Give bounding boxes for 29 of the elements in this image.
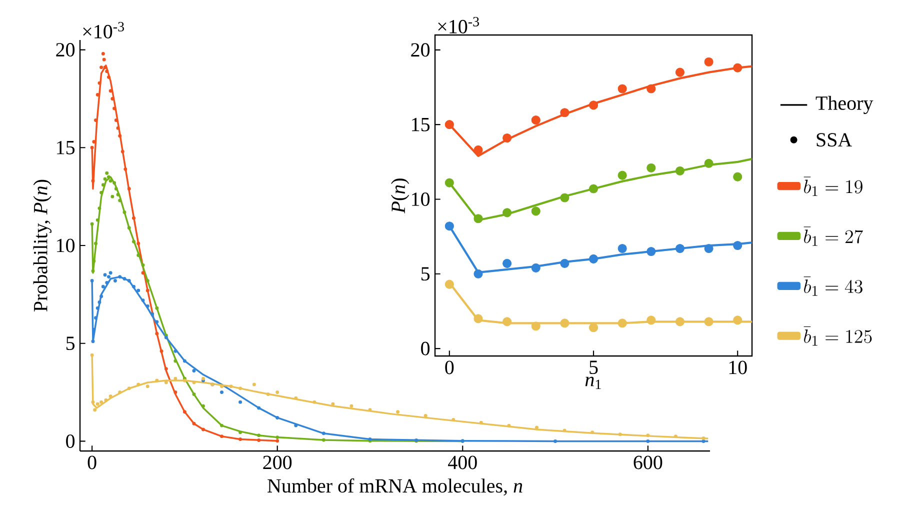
y-axis-title: P(n) xyxy=(391,178,410,214)
x-tick-label: 0 xyxy=(88,456,96,470)
legend-label: $\bar{b}_1 = 27$ xyxy=(804,226,863,246)
y-tick-label: 10 xyxy=(57,238,75,252)
x-axis-title: n$_{1}$ xyxy=(585,376,601,389)
y-tick-label: 0 xyxy=(66,434,75,448)
text: SSA xyxy=(816,133,852,147)
legend-label: $\bar{b}_1 = 125$ xyxy=(804,326,872,346)
x-tick-label: 200 xyxy=(263,456,292,470)
x-tick-label: 5 xyxy=(590,360,598,374)
y-tick-label: 5 xyxy=(421,267,430,281)
y-tick-label: 20 xyxy=(411,43,430,57)
legend-label: $\bar{b}_1 = 43$ xyxy=(804,276,862,296)
y-axis-title: Probability, P(n) xyxy=(33,180,52,312)
x-tick-label: 0 xyxy=(445,360,454,374)
y-tick-label: 15 xyxy=(412,118,430,132)
y-tick-label: 15 xyxy=(57,140,75,154)
text: Theory xyxy=(816,96,874,114)
text: ×10$^{-3}$ xyxy=(438,16,479,34)
x-tick-label: 600 xyxy=(634,456,662,470)
text: ×10$^{-3}$ xyxy=(83,22,124,38)
x-tick-label: 400 xyxy=(448,456,477,470)
y-tick-label: 5 xyxy=(66,336,75,350)
y-tick-label: 10 xyxy=(412,192,430,206)
legend-label: $\bar{b}_1 = 19$ xyxy=(804,176,862,196)
y-tick-label: 20 xyxy=(56,43,75,57)
x-tick-label: 10 xyxy=(729,360,747,374)
x-axis-title: Number of mRNA molecules, n xyxy=(268,478,522,496)
y-tick-label: 0 xyxy=(421,342,430,356)
